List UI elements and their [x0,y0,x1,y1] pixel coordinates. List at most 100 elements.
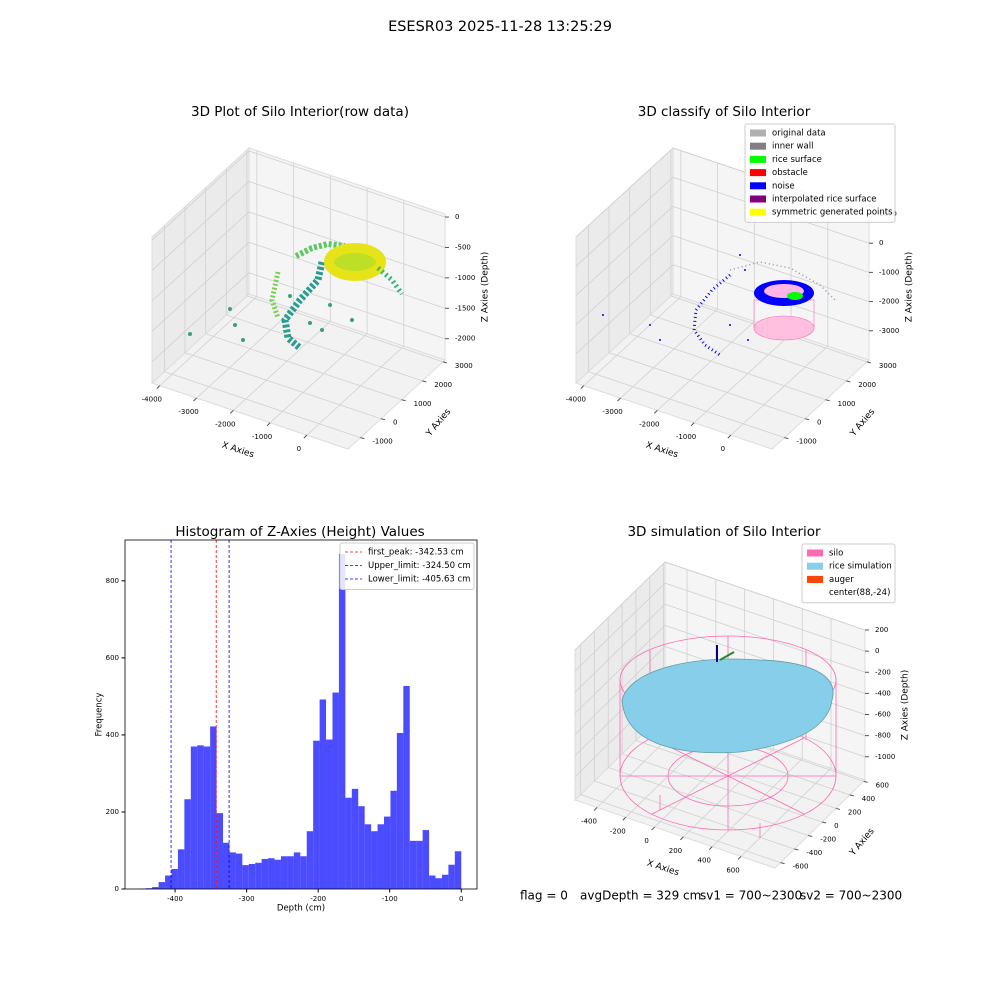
tick-mark [794,848,799,851]
noise [602,254,749,341]
histogram-bar [190,746,198,889]
legend-swatch [750,195,766,203]
grid-line [730,345,829,436]
x-tick-label: -1000 [252,433,272,441]
y-tick-label: 800 [106,577,119,585]
grid-line [574,561,666,651]
tick-mark [780,862,785,865]
tick-mark [229,410,234,414]
tick-mark [617,397,621,402]
x-tick-label: -3000 [602,408,622,416]
x-tick-label: -4000 [142,396,162,404]
grid-line [575,235,674,325]
x-tick-label: -200 [610,827,626,835]
y-tick-label: -1000 [796,438,816,446]
y-tick-label: -1000 [372,438,392,446]
grid-line [575,206,674,296]
x-tick-label: -300 [239,895,255,903]
y-tick-label: 0 [834,822,838,830]
x-tick-label: -400 [167,895,183,903]
z-tick-label: -2000 [879,298,899,306]
grid-line [635,740,837,809]
histogram-bar [165,875,172,889]
legend-swatch [807,549,823,557]
grid-line [574,582,666,672]
x-tick-label: -4000 [566,396,586,404]
histogram-bar [338,553,346,889]
grid-line [246,295,444,363]
grid-line [196,308,294,399]
point-cloud [294,240,346,259]
legend-label: noise [772,181,795,191]
z-tick-label: -200 [875,668,891,676]
tick-mark [156,385,161,389]
y-tick-label: 3000 [879,362,897,370]
legend-label: auger [829,575,854,585]
x-tick-label: -400 [581,817,597,825]
legend-label: obstacle [772,168,808,178]
grid-line [574,625,666,714]
legend-label: symmetric generated points [772,208,893,218]
histogram-bar [203,746,211,889]
x-axis-label: Depth (cm) [277,904,325,914]
histogram-bar [429,875,436,889]
grid-line [184,352,382,420]
y-tick-label: 600 [876,781,889,789]
y-tick-label: 2000 [858,381,876,389]
grid-line [664,625,866,694]
z-axis-label: Z Axies (Depth) [901,670,911,741]
grid-line [575,264,674,355]
y-tick-label: 200 [106,808,119,816]
tick-mark [690,422,695,427]
y-tick-label: 400 [106,731,119,739]
y-tick-label: 600 [106,654,119,662]
grid-line [248,181,446,248]
tick-mark [804,418,810,421]
x-tick-label: 0 [459,895,463,903]
histogram-bar [248,863,256,889]
histogram-bar [293,852,301,889]
histogram-bar [152,887,159,889]
legend-swatch [807,575,823,583]
grid-line [657,321,755,411]
legend-label: original data [772,129,826,139]
tick-mark [653,410,658,414]
tick-mark [303,434,308,439]
grid-line [248,150,446,218]
x-tick-label: 200 [669,847,682,855]
y-tick-label: 0 [817,419,821,427]
grid-line [233,321,331,411]
plot-frame [124,539,478,890]
z-tick-label: -400 [875,689,891,697]
histogram-bar [306,831,314,889]
legend-swatch [750,155,766,163]
grid-line [248,272,446,340]
z-tick-label: -1000 [875,753,895,761]
chart-title: Histogram of Z-Axies (Height) Values [175,524,424,540]
y-tick-label: -200 [820,836,836,844]
grid-line [672,206,870,273]
histogram-bar [326,739,333,889]
legend-label: inner wall [772,142,813,152]
tick-mark [401,399,406,402]
z-tick-label: -3000 [879,327,899,335]
legend-label: silo [829,549,843,559]
histogram-bar [435,878,442,889]
chart-title: 3D Plot of Silo Interior(row data) [191,104,409,120]
z-tick-label: 0 [879,239,883,247]
x-tick-label: 0 [297,445,301,453]
grid-line [588,371,785,439]
grid-line [205,333,402,401]
histogram-bar [171,868,178,889]
histogram-bar [332,692,339,889]
histogram-bar [184,799,191,889]
histogram-bar [319,699,327,889]
legend-swatch [750,169,766,177]
x-tick-label: -3000 [178,408,198,416]
z-tick-label: -2000 [455,335,475,343]
y-tick-label: 400 [862,795,875,803]
grid-line [151,181,250,271]
histogram-bar [345,797,352,889]
legend-swatch [750,142,766,150]
